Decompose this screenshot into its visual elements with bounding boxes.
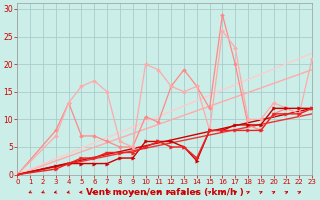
X-axis label: Vent moyen/en rafales ( km/h ): Vent moyen/en rafales ( km/h ) — [86, 188, 244, 197]
